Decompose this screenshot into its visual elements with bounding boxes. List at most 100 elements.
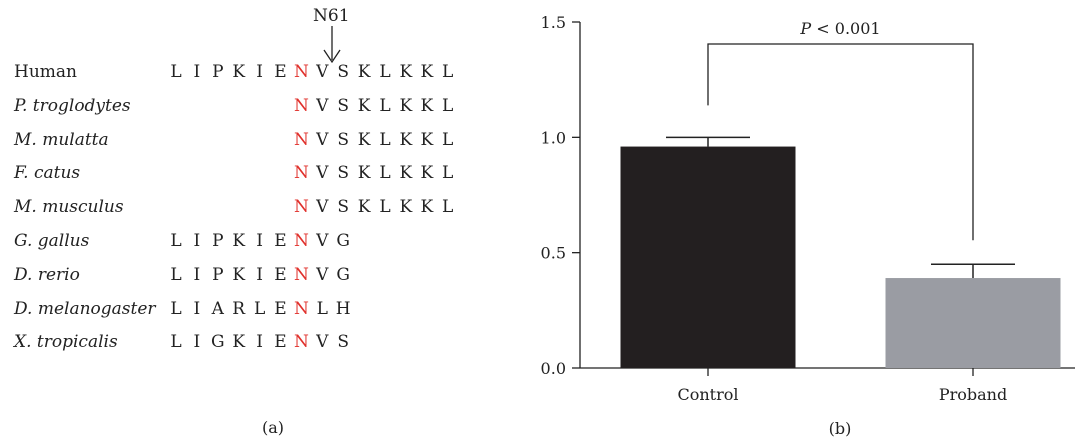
significance-bracket	[707, 43, 974, 241]
residue: E	[274, 62, 287, 82]
species-label: X. tropicalis	[14, 332, 118, 353]
highlighted-residue: N	[293, 298, 309, 319]
alignment-panel: N61 Human L I P K I E N V S K L K K L P. troglodytes N V S…	[0, 0, 540, 443]
species-label: Human	[14, 62, 77, 82]
residue: K	[399, 163, 413, 184]
residue: L	[379, 95, 391, 116]
residue: E	[274, 231, 287, 251]
residue: S	[337, 129, 350, 150]
residue: P	[212, 231, 224, 251]
residue: E	[274, 264, 287, 285]
residue: I	[256, 264, 263, 285]
residue: L	[170, 332, 182, 353]
residue: I	[193, 231, 201, 251]
residue: S	[337, 332, 350, 353]
residue: I	[193, 332, 201, 353]
residue: K	[399, 197, 413, 218]
residue: K	[357, 95, 371, 116]
residue: I	[256, 231, 263, 251]
y-tick-label: 0.0	[541, 359, 566, 378]
residue: K	[420, 95, 434, 116]
residue: R	[232, 298, 246, 319]
residue: V	[316, 332, 329, 353]
species-label: M. musculus	[14, 197, 124, 218]
residue: E	[274, 298, 287, 319]
residue: V	[316, 264, 329, 285]
residue-marker-arrow	[323, 26, 341, 64]
x-tick-label: Proband	[939, 385, 1007, 404]
residue: V	[316, 197, 329, 218]
highlighted-residue: N	[293, 163, 309, 184]
bar	[620, 146, 796, 368]
residue: L	[442, 163, 454, 184]
residue: L	[379, 129, 391, 150]
highlighted-residue: N	[293, 95, 309, 116]
highlighted-residue: N	[293, 231, 309, 251]
residue: L	[442, 62, 454, 82]
residue: K	[399, 129, 413, 150]
residue: K	[357, 163, 371, 184]
species-label: D. rerio	[14, 264, 80, 285]
residue: L	[442, 129, 454, 150]
residue: V	[316, 62, 329, 82]
residue: K	[232, 264, 246, 285]
residue: S	[337, 163, 350, 184]
residue: L	[379, 197, 391, 218]
bar	[885, 278, 1061, 368]
residue: K	[420, 62, 434, 82]
residue: K	[420, 129, 434, 150]
highlighted-residue: N	[293, 129, 309, 150]
residue: L	[170, 298, 182, 319]
residue: I	[193, 62, 201, 82]
bar-chart-panel: 0.0 0.5 1.0 1.5 Control Proband P < 0.001 (b)	[520, 0, 1092, 447]
panel-b-label: (b)	[829, 419, 852, 438]
residue: S	[337, 62, 350, 82]
residue: I	[193, 298, 201, 319]
residue: K	[232, 231, 246, 251]
y-tick-label: 0.5	[541, 244, 566, 263]
residue: G	[336, 231, 350, 251]
residue: L	[379, 163, 391, 184]
species-label: D. melanogaster	[14, 298, 156, 319]
x-tick-label: Control	[677, 385, 738, 404]
species-label: M. mulatta	[14, 129, 109, 150]
highlighted-residue: N	[293, 197, 309, 218]
species-label: F. catus	[14, 163, 81, 184]
residue: G	[336, 264, 350, 285]
residue: L	[316, 298, 328, 319]
residue: H	[335, 298, 351, 319]
residue: K	[357, 62, 371, 82]
species-label: G. gallus	[14, 231, 90, 251]
residue: L	[253, 298, 266, 319]
significance-annotation: P < 0.001	[799, 19, 880, 38]
residue: E	[274, 332, 287, 353]
residue: G	[211, 332, 225, 353]
residue: K	[232, 332, 246, 353]
residue: K	[420, 163, 434, 184]
bar-chart: 0.0 0.5 1.0 1.5 Control Proband P < 0.001 (b)	[541, 13, 1075, 438]
residue: I	[193, 264, 201, 285]
residue: S	[337, 197, 350, 218]
highlighted-residue: N	[293, 62, 309, 82]
residue: K	[399, 62, 413, 82]
residue: L	[170, 264, 182, 285]
residue: V	[316, 231, 329, 251]
residue: L	[170, 231, 182, 251]
panel-a-label: (a)	[262, 418, 285, 437]
y-tick-label: 1.0	[541, 128, 566, 147]
residue: V	[316, 163, 329, 184]
residue: A	[211, 298, 224, 319]
residue: P	[212, 62, 224, 82]
residue: K	[399, 95, 413, 116]
highlighted-residue: N	[293, 264, 309, 285]
residue: V	[316, 95, 329, 116]
residue: V	[316, 129, 329, 150]
species-label: P. troglodytes	[14, 95, 131, 116]
residue: S	[337, 95, 350, 116]
residue: K	[232, 62, 246, 82]
residue: L	[379, 62, 391, 82]
residue: I	[256, 62, 263, 82]
y-tick-label: 1.5	[541, 13, 566, 32]
residue: I	[256, 332, 263, 353]
residue: P	[212, 264, 224, 285]
